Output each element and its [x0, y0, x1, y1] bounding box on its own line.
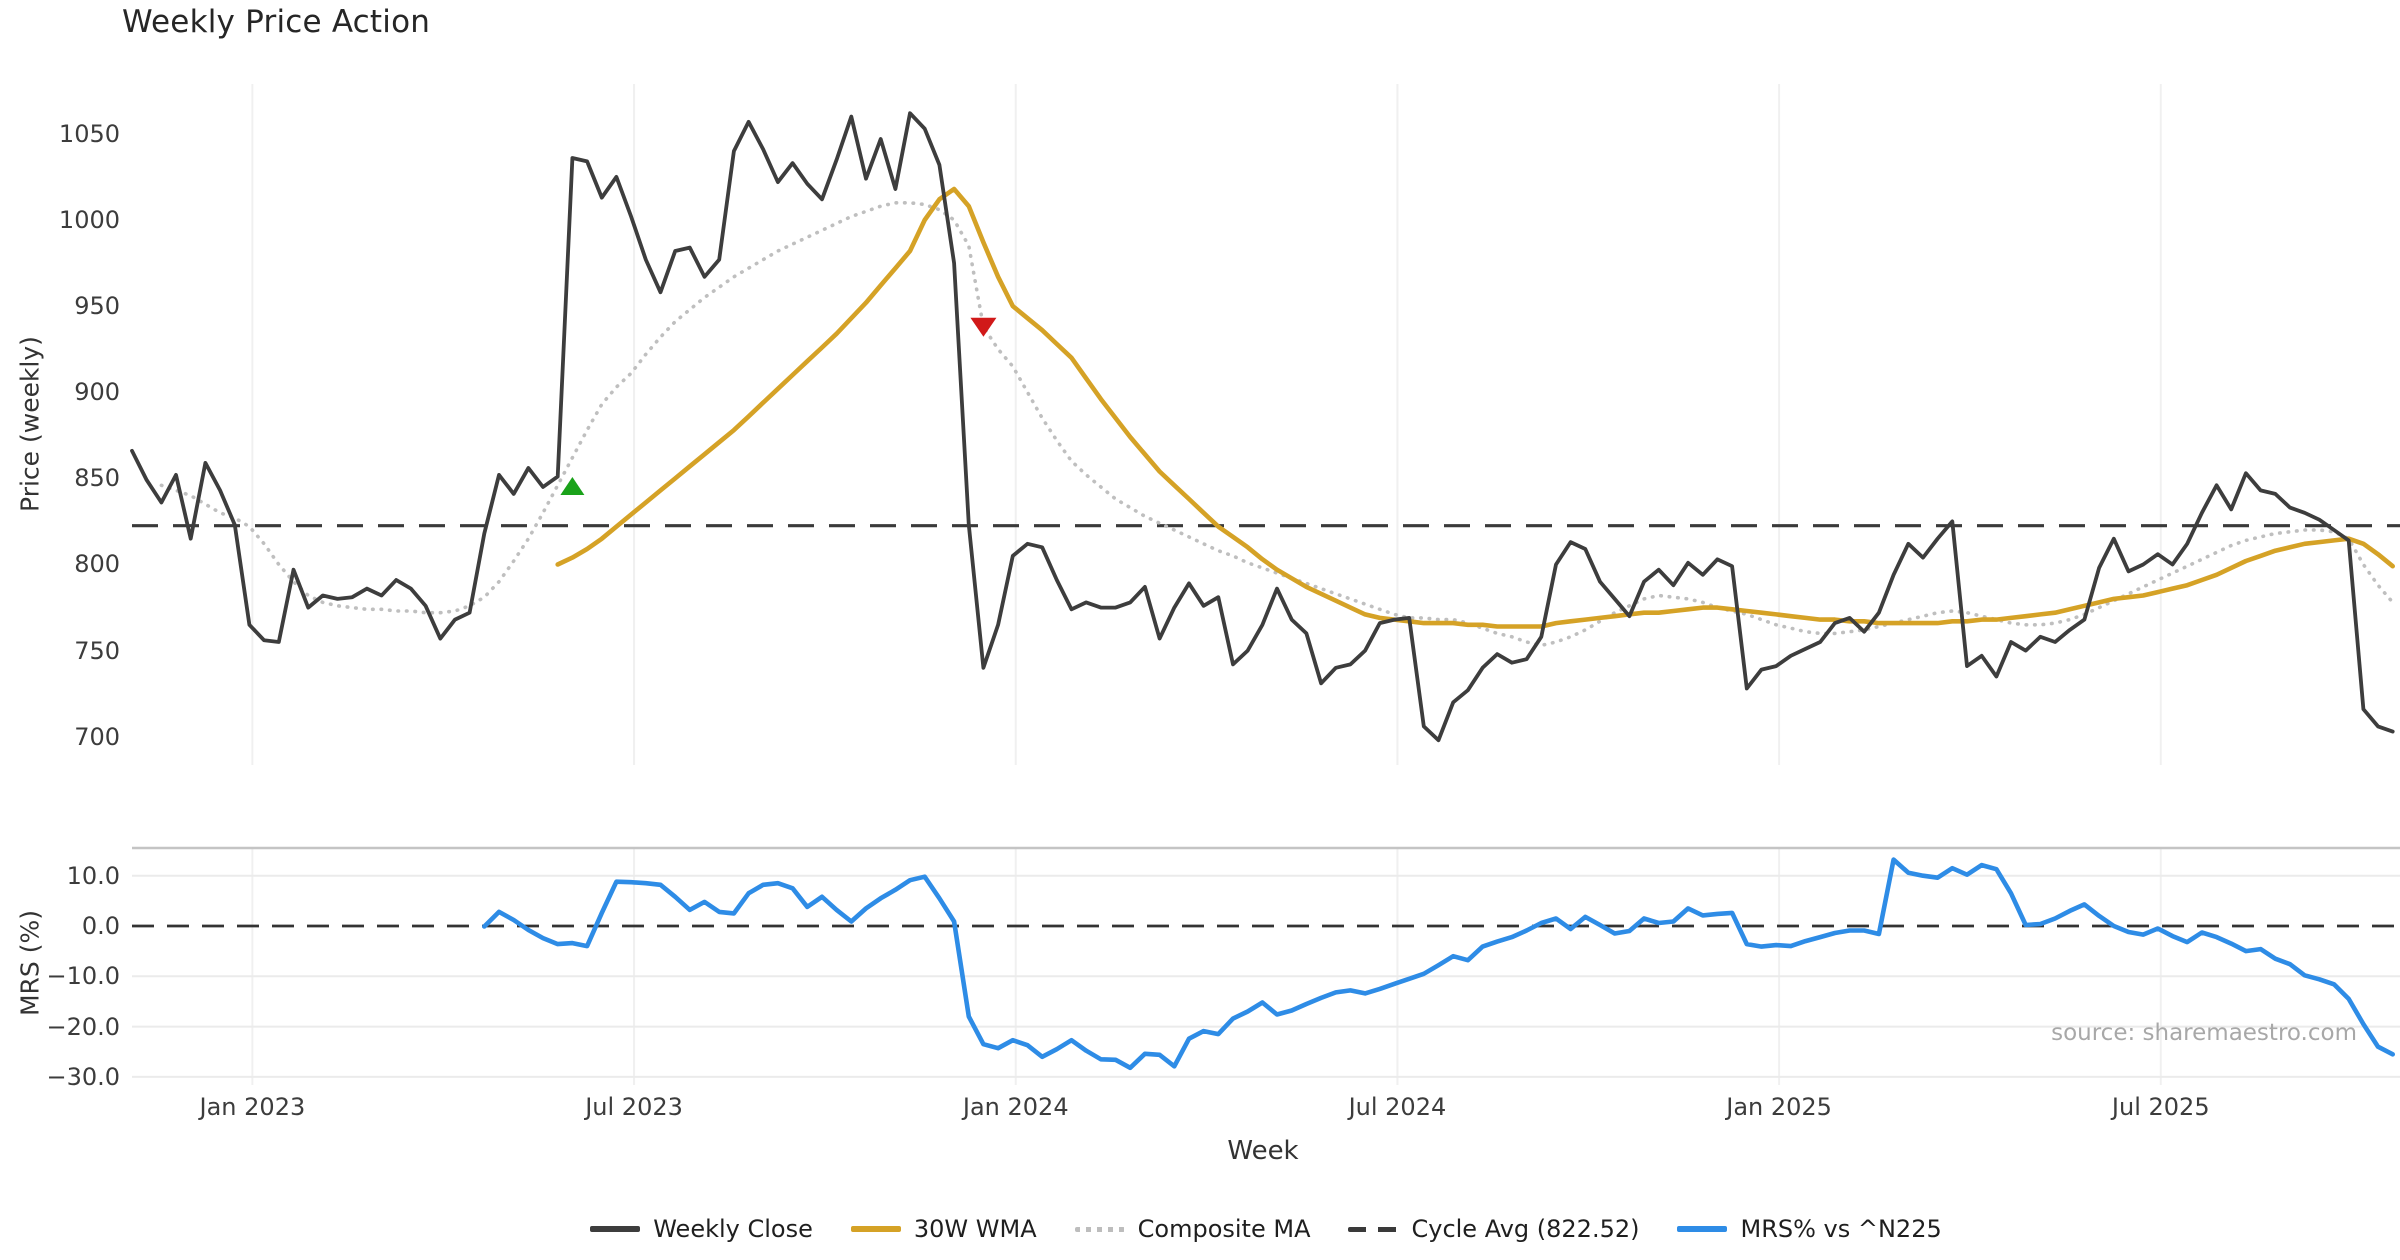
- legend-label: 30W WMA: [913, 1215, 1037, 1243]
- legend-label: Weekly Close: [653, 1215, 813, 1243]
- price-ytick-label: 900: [74, 378, 120, 407]
- price-ytick-label: 800: [74, 550, 120, 579]
- source-watermark: source: sharemaestro.com: [2051, 1020, 2357, 1046]
- x-axis-label: Week: [1227, 1136, 1299, 1166]
- price-ytick-label: 1050: [58, 119, 120, 148]
- price-ytick-label: 700: [74, 722, 120, 751]
- legend-label: Composite MA: [1137, 1215, 1311, 1243]
- legend-item-30w-wma: 30W WMA: [850, 1215, 1037, 1243]
- buy-signal-marker-icon: [560, 476, 585, 495]
- mrs-ytick-label: 0.0: [81, 912, 120, 940]
- date-xtick-label: Jan 2024: [962, 1093, 1069, 1121]
- legend-item-mrs: MRS% vs ^N225: [1677, 1215, 1942, 1243]
- mrs-ytick-label: −30.0: [46, 1062, 120, 1091]
- page-title: Weekly Price Action: [122, 4, 431, 40]
- date-xtick-label: Jul 2023: [585, 1093, 683, 1121]
- wma-30w-line: [555, 186, 2395, 629]
- date-xtick-label: Jan 2023: [199, 1093, 306, 1121]
- price-ytick-label: 1000: [58, 205, 120, 234]
- mrs-axis-label: MRS (%): [15, 909, 45, 1017]
- mrs-line-swatch-icon: [1677, 1226, 1728, 1232]
- cycle-avg-dashed-swatch-icon: [1348, 1226, 1399, 1232]
- sell-signal-marker-icon: [970, 317, 997, 337]
- legend-item-composite-ma: Composite MA: [1074, 1215, 1311, 1243]
- date-xtick-label: Jul 2025: [2111, 1093, 2210, 1121]
- legend: Weekly Close 30W WMA Composite MA Cycle …: [132, 1205, 2400, 1253]
- price-axis-label: Price (weekly): [15, 336, 45, 512]
- mrs-line: [482, 857, 2395, 1071]
- composite-ma-line: [159, 201, 2395, 648]
- wma-line-swatch-icon: [850, 1226, 901, 1232]
- price-ytick-label: 950: [74, 292, 120, 321]
- legend-label: Cycle Avg (822.52): [1411, 1215, 1640, 1243]
- mrs-ytick-label: −20.0: [46, 1012, 120, 1041]
- legend-item-cycle-avg: Cycle Avg (822.52): [1348, 1215, 1639, 1243]
- price-ytick-label: 850: [74, 464, 120, 493]
- mrs-ytick-label: −10.0: [46, 962, 120, 991]
- date-xtick-label: Jan 2025: [1726, 1093, 1832, 1121]
- legend-item-weekly-close: Weekly Close: [590, 1215, 813, 1243]
- price-ytick-label: 750: [74, 636, 120, 665]
- mrs-ytick-label: 10.0: [66, 861, 120, 890]
- legend-label: MRS% vs ^N225: [1740, 1215, 1942, 1243]
- composite-ma-dotted-swatch-icon: [1074, 1226, 1125, 1232]
- date-xtick-label: Jul 2024: [1348, 1093, 1447, 1121]
- weekly-close-line-swatch-icon: [590, 1226, 641, 1232]
- weekly-close-line: [130, 111, 2395, 743]
